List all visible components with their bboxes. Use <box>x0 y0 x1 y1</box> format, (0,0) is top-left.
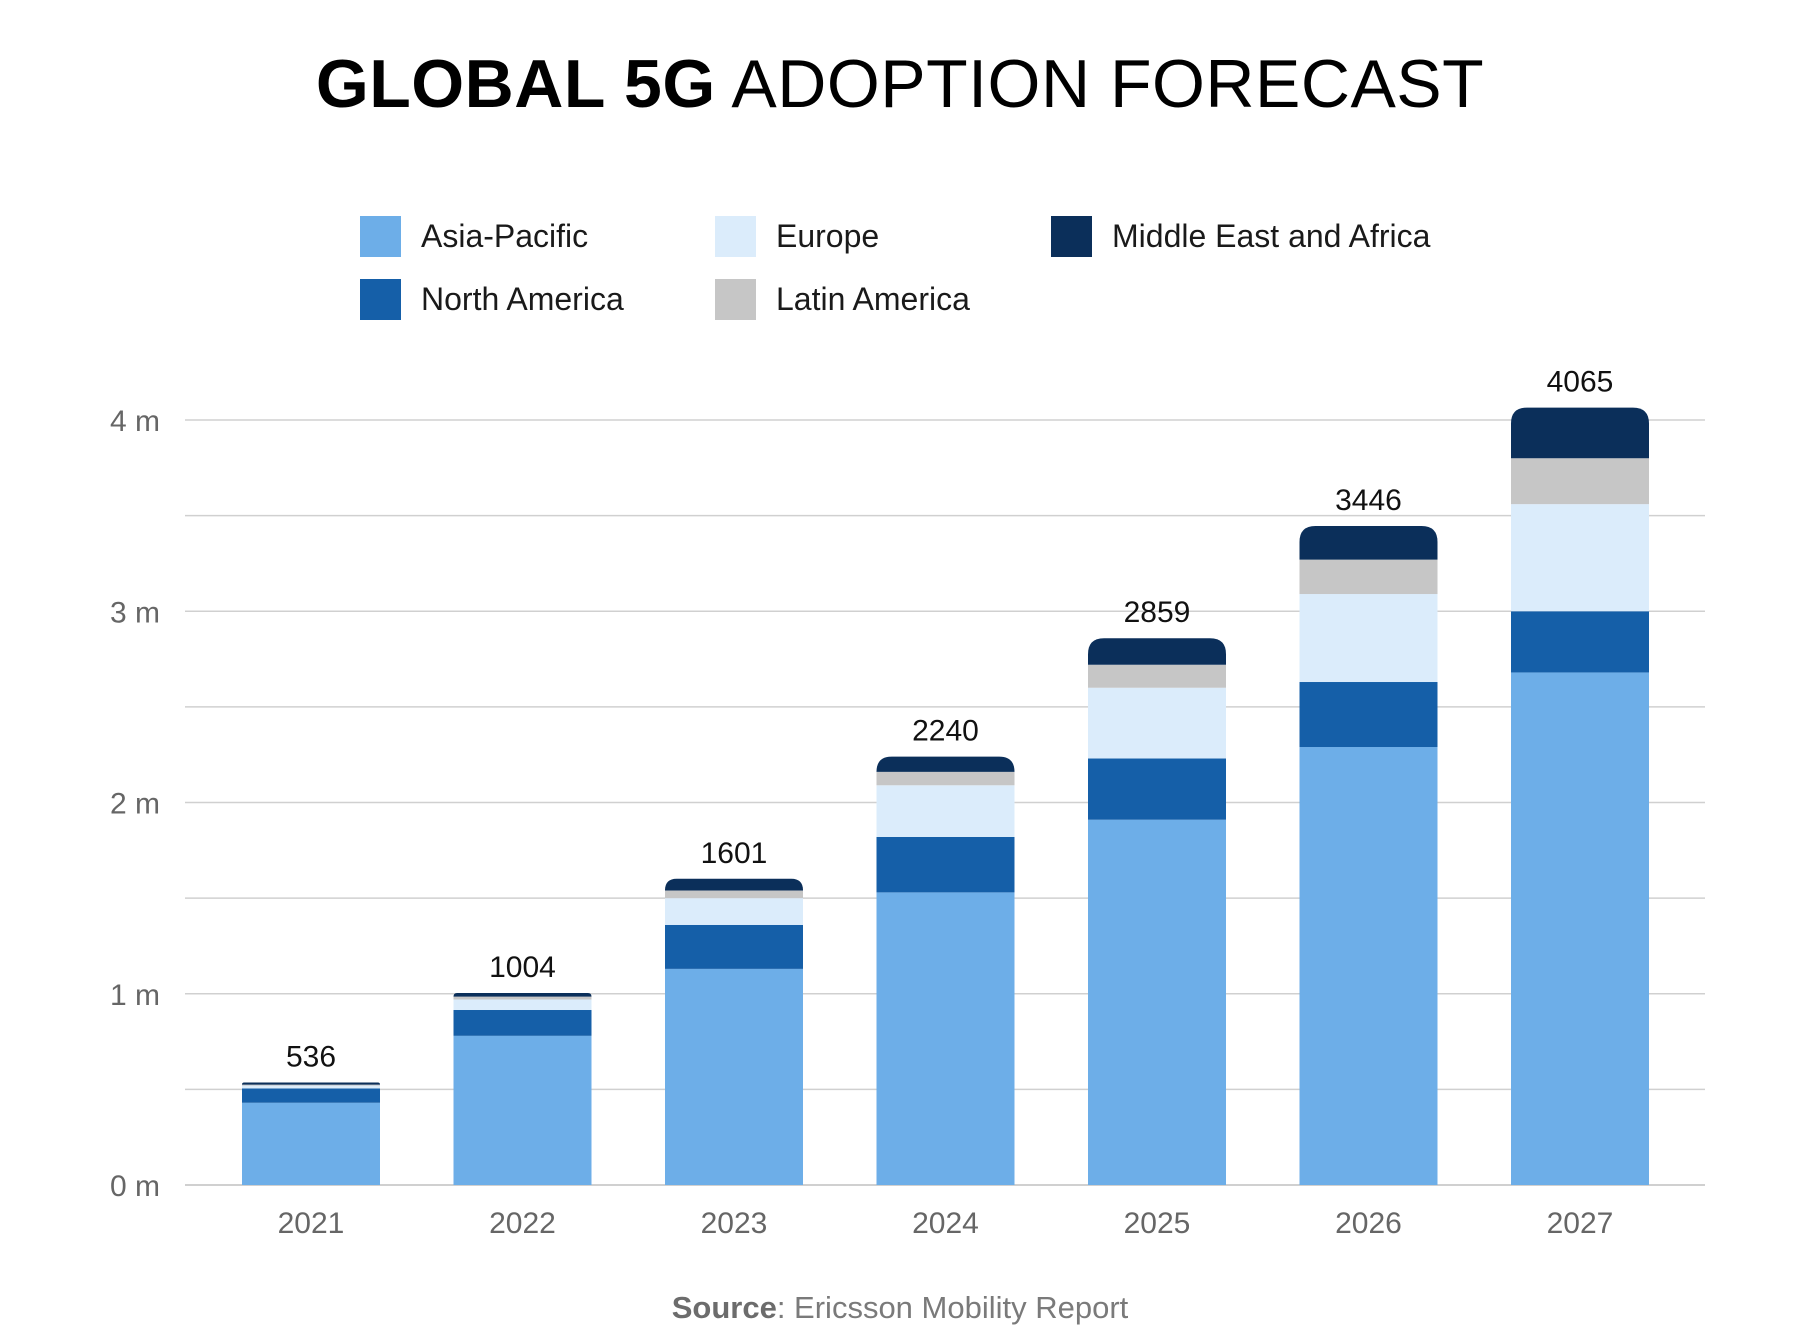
legend-label-north-america: North America <box>421 280 624 317</box>
bar-segment-europe <box>1299 594 1438 683</box>
bar-segment-asia-pacific <box>453 1035 592 1185</box>
x-tick-label: 2025 <box>1124 1207 1191 1240</box>
bar-segment-middle-east-africa <box>665 878 803 891</box>
chart-title: GLOBAL 5G ADOPTION FORECAST <box>0 44 1800 124</box>
bar-segment-north-america <box>1511 611 1649 673</box>
legend-item-middle-east-africa: Middle East and Africa <box>1051 215 1430 257</box>
legend-item-latin-america: Latin America <box>715 278 970 320</box>
bar-segment-asia-pacific <box>1511 672 1649 1185</box>
bar-segment-europe <box>453 999 592 1011</box>
bar-segment-asia-pacific <box>1088 819 1226 1185</box>
bar-segment-north-america <box>453 1010 592 1036</box>
bar-total-label: 4065 <box>1547 366 1614 399</box>
source-label: Source <box>671 1290 777 1325</box>
legend-swatch-latin-america <box>715 278 756 320</box>
legend-label-europe: Europe <box>776 217 880 254</box>
bar-segment-europe <box>1088 687 1226 759</box>
chart-title-bold: GLOBAL 5G <box>315 46 716 122</box>
legend-label-latin-america: Latin America <box>776 280 970 317</box>
x-tick-label: 2026 <box>1335 1207 1402 1240</box>
bar-total-label: 536 <box>286 1040 336 1073</box>
bar-total-label: 1601 <box>701 837 768 870</box>
bar-segment-middle-east-africa <box>1088 638 1226 665</box>
legend-item-north-america: North America <box>360 278 624 320</box>
bar-segment-north-america <box>876 836 1015 893</box>
bar-segment-latin-america <box>665 890 803 899</box>
source-text: : Ericsson Mobility Report <box>776 1290 1129 1325</box>
bar-segment-asia-pacific <box>665 968 803 1185</box>
chart-title-light: ADOPTION FORECAST <box>731 46 1485 122</box>
bar-segment-europe <box>242 1085 380 1089</box>
source-note: Source: Ericsson Mobility Report <box>0 1290 1800 1326</box>
legend-swatch-europe <box>715 215 756 257</box>
x-tick-label: 2021 <box>278 1207 345 1240</box>
y-tick-label: 0 m <box>110 1170 160 1203</box>
bar-segment-latin-america <box>1088 664 1226 688</box>
bar-segment-asia-pacific <box>1299 747 1438 1185</box>
legend-swatch-north-america <box>360 278 401 320</box>
bar-segment-middle-east-africa <box>1299 525 1438 560</box>
x-tick-label: 2022 <box>489 1207 556 1240</box>
y-tick-label: 4 m <box>110 405 160 438</box>
legend-label-asia-pacific: Asia-Pacific <box>421 217 589 254</box>
legend-label-middle-east-africa: Middle East and Africa <box>1112 217 1431 254</box>
bar-segment-asia-pacific <box>876 892 1015 1185</box>
bar-segment-north-america <box>1299 682 1438 748</box>
bar-segment-europe <box>1511 504 1649 612</box>
bar-segment-north-america <box>242 1088 380 1103</box>
legend-item-europe: Europe <box>715 215 879 257</box>
bar-segment-asia-pacific <box>242 1102 380 1185</box>
bar-segment-middle-east-africa <box>876 756 1015 772</box>
x-tick-label: 2024 <box>912 1207 979 1240</box>
bar-total-label: 2859 <box>1124 596 1191 629</box>
legend-item-asia-pacific: Asia-Pacific <box>360 215 588 257</box>
y-tick-label: 2 m <box>110 788 160 821</box>
bar-segment-north-america <box>1088 758 1226 820</box>
x-tick-label: 2023 <box>701 1207 768 1240</box>
bar-segment-middle-east-africa <box>1511 407 1649 459</box>
bar-segment-latin-america <box>453 996 592 1000</box>
legend-swatch-middle-east-africa <box>1051 215 1092 257</box>
bar-total-label: 1004 <box>489 951 556 984</box>
bar-segment-middle-east-africa <box>242 1082 380 1085</box>
bar-total-label: 3446 <box>1335 484 1402 517</box>
y-tick-label: 1 m <box>110 979 160 1012</box>
bar-segment-latin-america <box>1511 458 1649 505</box>
bar-segment-north-america <box>665 924 803 969</box>
x-tick-label: 2027 <box>1547 1207 1614 1240</box>
bar-segment-middle-east-africa <box>453 992 592 997</box>
bar-segment-latin-america <box>876 771 1015 786</box>
bar-total-label: 2240 <box>912 715 979 748</box>
bar-segment-latin-america <box>1299 559 1438 595</box>
bar-segment-europe <box>876 785 1015 837</box>
legend-swatch-asia-pacific <box>360 215 401 257</box>
bar-segment-latin-america <box>242 1084 380 1086</box>
y-tick-label: 3 m <box>110 596 160 629</box>
bar-segment-europe <box>665 898 803 925</box>
